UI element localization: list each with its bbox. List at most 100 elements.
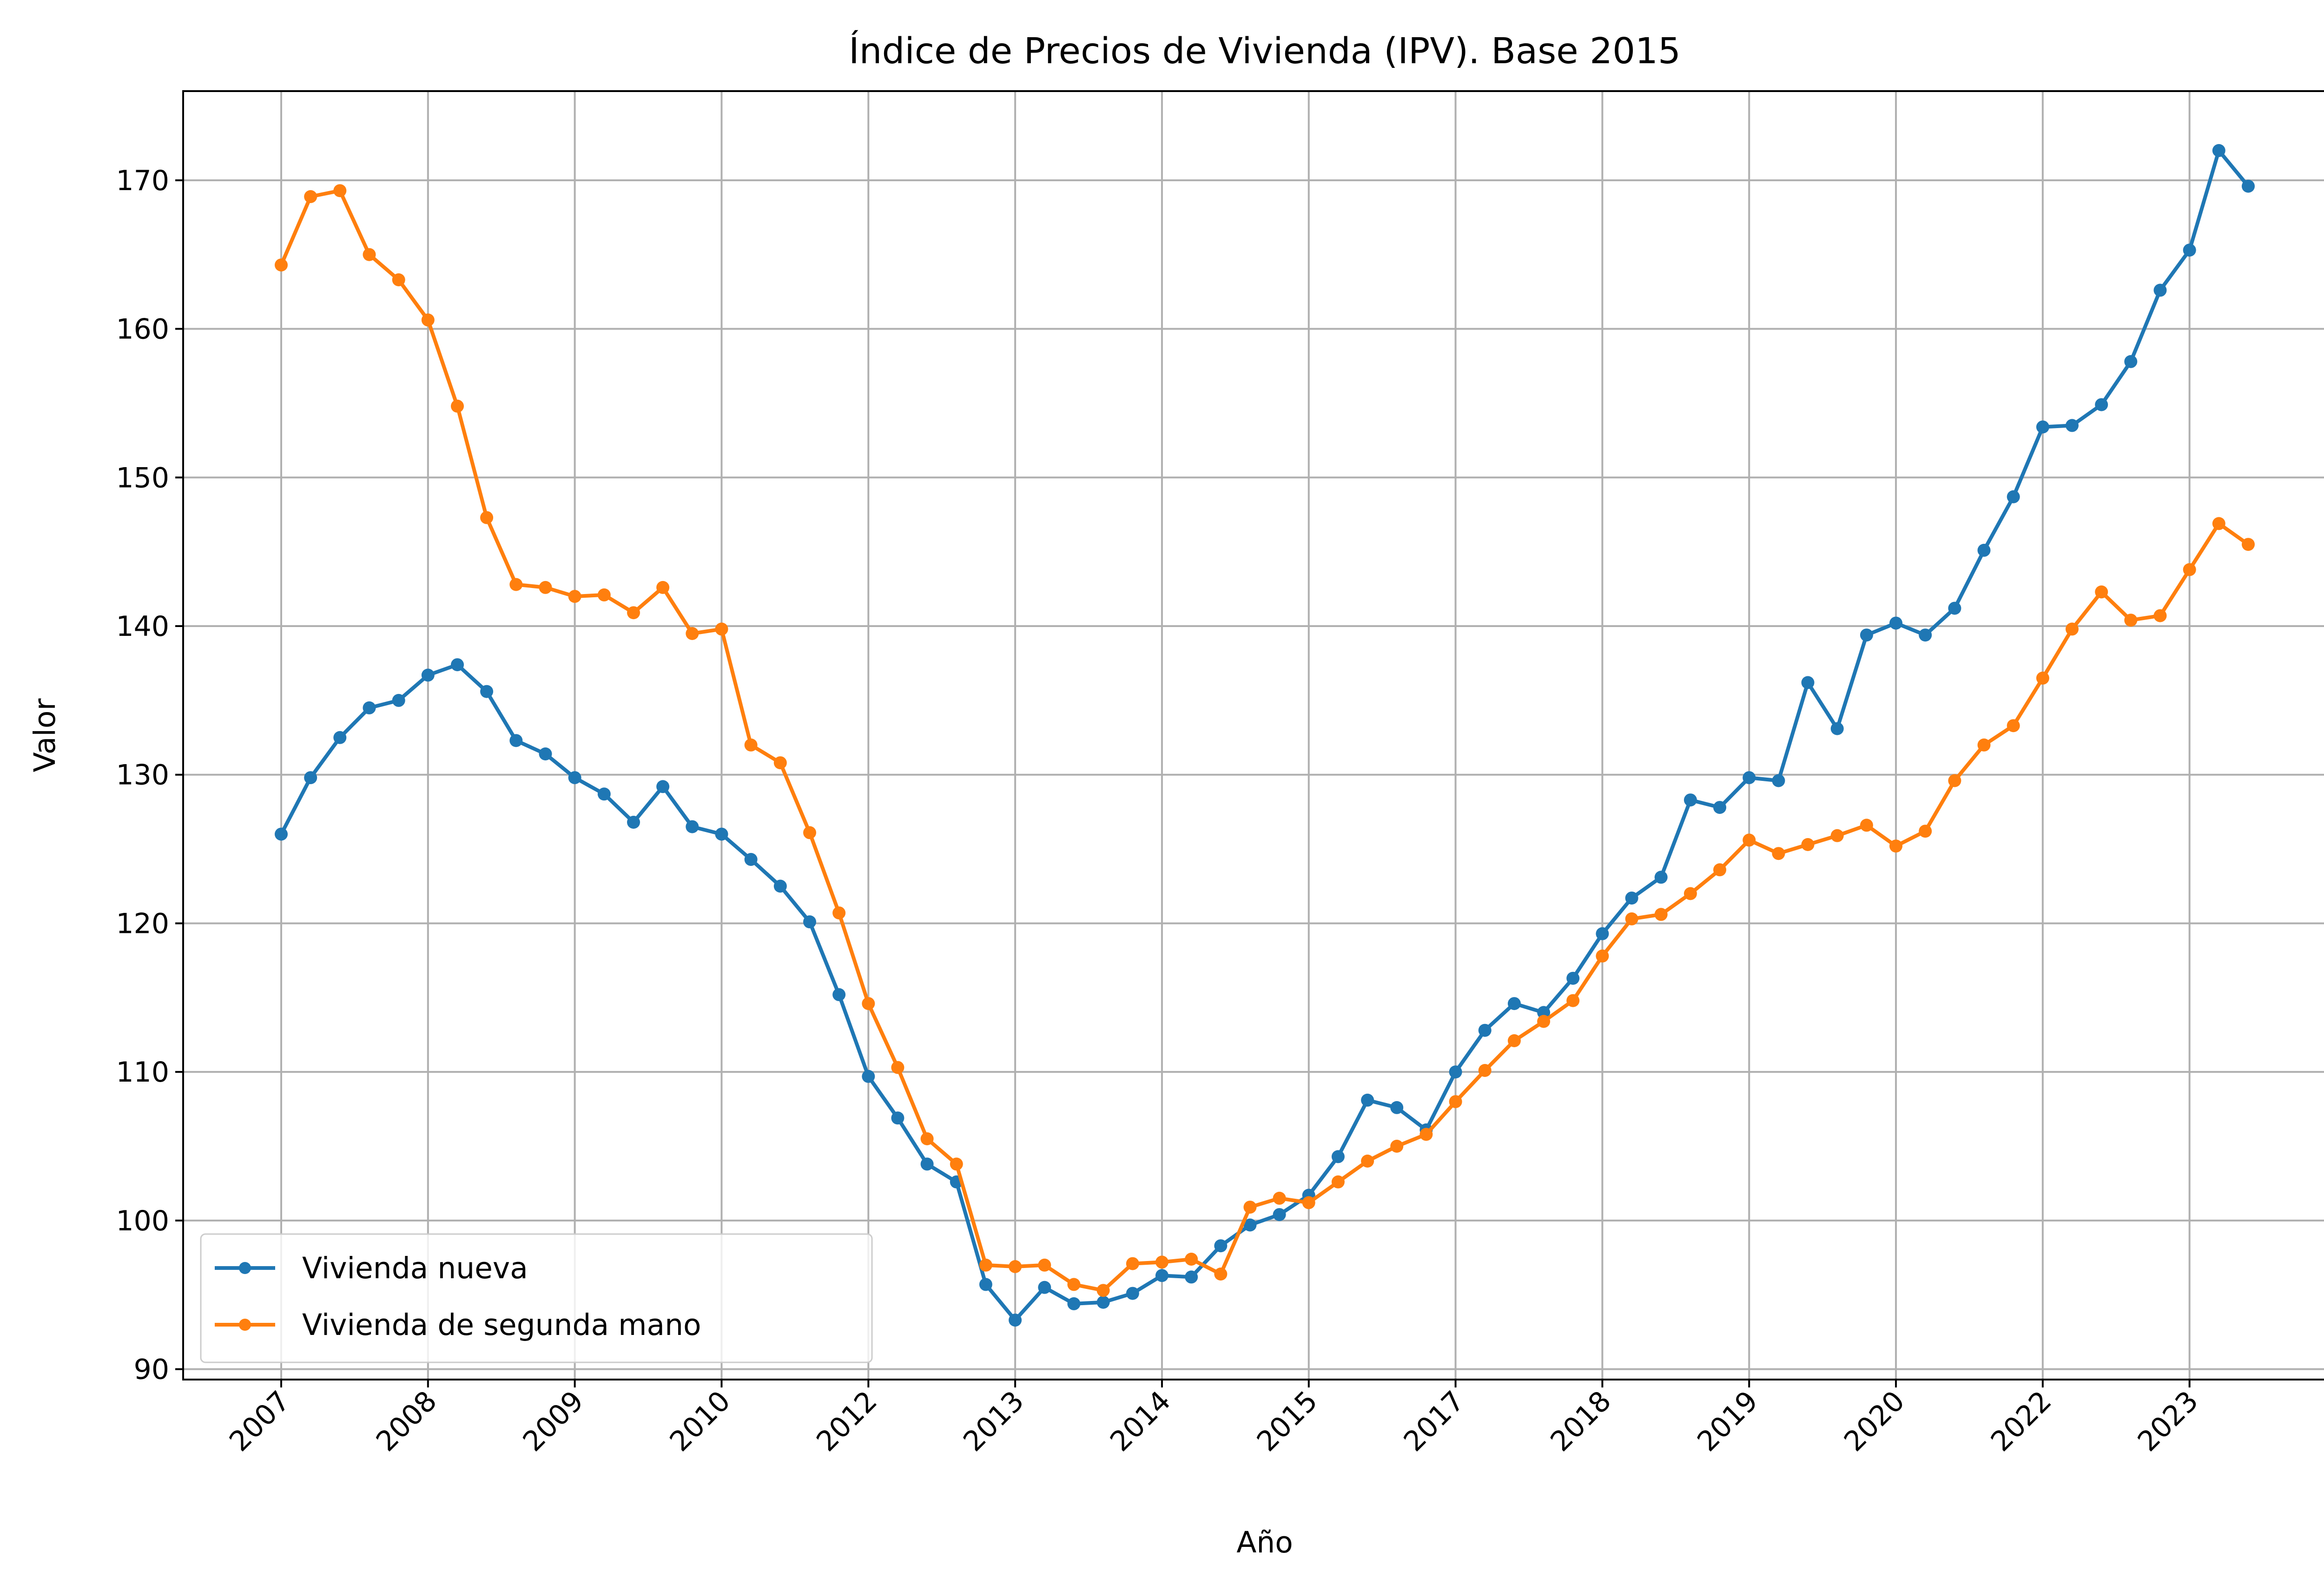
- data-point: [1449, 1065, 1462, 1079]
- data-point: [891, 1061, 905, 1074]
- data-point: [832, 906, 846, 920]
- data-point: [539, 581, 552, 594]
- data-point: [2066, 419, 2079, 432]
- y-tick-label: 110: [116, 1056, 169, 1089]
- data-point: [744, 738, 758, 752]
- data-point: [891, 1111, 905, 1125]
- data-point: [1390, 1140, 1404, 1153]
- data-point: [1507, 997, 1521, 1010]
- data-point: [597, 787, 611, 801]
- x-axis-label: Año: [1236, 1526, 1293, 1559]
- data-point: [1830, 722, 1844, 735]
- data-point: [1684, 887, 1697, 900]
- data-point: [1743, 833, 1756, 847]
- legend-label-vivienda-segunda-mano: Vivienda de segunda mano: [302, 1308, 701, 1342]
- data-point: [773, 756, 787, 770]
- data-point: [392, 273, 405, 286]
- y-tick-label: 140: [116, 610, 169, 643]
- data-point: [1478, 1064, 1492, 1077]
- data-point: [1331, 1150, 1345, 1163]
- data-point: [1067, 1297, 1081, 1310]
- y-tick-label: 120: [116, 907, 169, 940]
- data-point: [1038, 1281, 1051, 1294]
- data-point: [686, 627, 699, 640]
- data-point: [1684, 793, 1697, 807]
- data-point: [862, 1070, 875, 1083]
- data-point: [451, 399, 464, 413]
- data-point: [1860, 819, 1873, 832]
- data-point: [451, 658, 464, 672]
- data-point: [363, 701, 376, 714]
- data-point: [1977, 543, 1991, 557]
- y-tick-label: 160: [116, 313, 169, 346]
- data-point: [2242, 538, 2255, 551]
- y-tick-label: 100: [116, 1205, 169, 1237]
- grid: [183, 91, 2324, 1380]
- data-point: [1860, 628, 1873, 642]
- data-point: [1390, 1101, 1404, 1114]
- data-point: [1948, 601, 1961, 615]
- chart-title: Índice de Precios de Vivienda (IPV). Bas…: [849, 30, 1681, 72]
- data-point: [1185, 1270, 1198, 1284]
- data-point: [2124, 614, 2138, 627]
- data-point: [480, 685, 494, 698]
- data-point: [2036, 420, 2049, 434]
- data-point: [1038, 1258, 1051, 1272]
- data-point: [656, 780, 670, 793]
- data-point: [2242, 179, 2255, 193]
- data-point: [1243, 1218, 1257, 1232]
- data-point: [1625, 892, 1638, 905]
- data-point: [333, 731, 347, 744]
- data-point: [1302, 1196, 1315, 1209]
- data-point: [421, 313, 435, 327]
- data-point: [1419, 1128, 1433, 1141]
- data-point: [421, 668, 435, 682]
- data-point: [1096, 1284, 1110, 1297]
- data-point: [1772, 774, 1785, 787]
- data-point: [1889, 839, 1902, 853]
- data-point: [1331, 1175, 1345, 1189]
- data-point: [1801, 838, 1815, 851]
- data-point: [1273, 1208, 1286, 1222]
- data-point: [832, 988, 846, 1001]
- series-layer: [275, 144, 2255, 1327]
- data-point: [715, 622, 728, 636]
- legend-marker-vivienda-segunda-mano: [239, 1319, 251, 1331]
- data-point: [304, 771, 317, 785]
- data-point: [1919, 628, 1932, 642]
- data-point: [979, 1258, 992, 1272]
- data-point: [1126, 1287, 1139, 1300]
- data-point: [509, 578, 523, 591]
- data-point: [568, 771, 581, 785]
- plot-frame: [182, 90, 2324, 1380]
- data-point: [1067, 1278, 1081, 1291]
- data-point: [2153, 609, 2167, 622]
- data-point: [686, 820, 699, 833]
- data-point: [1919, 825, 1932, 838]
- data-point: [333, 184, 347, 198]
- data-point: [2212, 517, 2225, 530]
- y-tick-label: 170: [116, 165, 169, 197]
- data-point: [1214, 1268, 1228, 1281]
- data-point: [2095, 585, 2108, 599]
- data-point: [1977, 738, 1991, 752]
- legend-marker-vivienda-nueva: [239, 1262, 251, 1274]
- data-point: [2153, 284, 2167, 297]
- data-point: [920, 1132, 934, 1145]
- data-point: [627, 816, 640, 829]
- data-point: [1449, 1095, 1462, 1109]
- data-point: [1537, 1015, 1551, 1028]
- data-point: [803, 826, 816, 839]
- data-point: [1537, 1006, 1551, 1019]
- legend-box: [200, 1233, 873, 1363]
- data-point: [1009, 1314, 1022, 1327]
- data-point: [1126, 1257, 1139, 1270]
- data-point: [1596, 927, 1609, 940]
- data-point: [744, 853, 758, 866]
- legend: Vivienda nueva Vivienda de segunda mano: [200, 1233, 873, 1363]
- data-point: [1743, 771, 1756, 785]
- data-point: [1625, 912, 1638, 925]
- data-point: [2183, 244, 2196, 257]
- data-point: [2212, 144, 2225, 157]
